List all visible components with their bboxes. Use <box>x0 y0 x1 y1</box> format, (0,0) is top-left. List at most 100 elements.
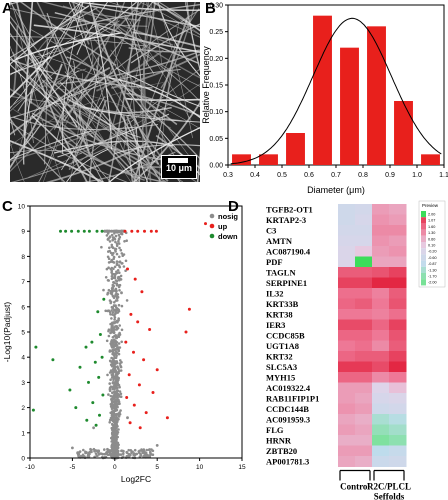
nosig-point <box>109 394 113 398</box>
heatmap-cell <box>355 361 373 373</box>
nosig-point <box>110 275 114 278</box>
up-point <box>127 373 131 377</box>
volcano-x-tick-label: -10 <box>25 464 35 471</box>
nosig-point <box>119 453 123 456</box>
legend-tick-label: 2.00 <box>428 213 435 217</box>
nosig-point <box>83 455 86 458</box>
nosig-point <box>101 452 104 456</box>
nosig-point <box>112 359 115 362</box>
up-point <box>154 229 158 233</box>
gene-label: AC091959.3 <box>266 415 310 425</box>
nosig-point <box>118 260 121 264</box>
gene-label: CCDC144B <box>266 404 309 414</box>
gene-label: C3 <box>266 226 276 236</box>
nosig-point <box>124 269 127 272</box>
nosig-point <box>137 450 141 453</box>
nosig-point <box>112 351 115 354</box>
nosig-point <box>111 445 114 449</box>
nosig-point <box>111 410 115 413</box>
heatmap-cell <box>372 403 390 415</box>
heatmap-cell <box>389 393 407 404</box>
volcano-x-tick-label: 5 <box>155 464 159 471</box>
fiber-strand <box>10 140 25 182</box>
heatmap-cell <box>389 361 407 373</box>
down-point <box>101 393 105 397</box>
legend-label-up: up <box>218 222 228 231</box>
nosig-point <box>115 389 119 392</box>
nosig-point <box>118 235 122 239</box>
fiber-strand <box>19 34 63 182</box>
nosig-point <box>90 450 93 454</box>
nosig-point <box>107 393 110 396</box>
sem-micrograph <box>10 2 200 182</box>
nosig-point <box>148 455 152 459</box>
heatmap-cell <box>338 330 356 341</box>
heatmap-cell <box>372 256 390 268</box>
gene-label: UGT1A8 <box>266 341 299 351</box>
fiber-strand <box>89 99 107 182</box>
gene-label: AP001781.3 <box>266 457 309 467</box>
fiber-strand <box>10 118 66 182</box>
heatmap-cell <box>372 445 390 457</box>
nosig-point <box>108 382 111 385</box>
heatmap-cell <box>372 340 390 352</box>
heatmap-cell <box>355 393 373 404</box>
fiber-strand <box>76 97 132 182</box>
histogram-y-tick-label: 0.00 <box>209 163 223 170</box>
heatmap-cell <box>372 435 390 446</box>
nosig-point <box>116 372 119 376</box>
down-point <box>85 418 89 422</box>
nosig-point <box>109 369 113 372</box>
legend-tick-label: 1.30 <box>428 231 435 235</box>
fiber-strand <box>30 2 81 104</box>
up-point <box>149 229 153 233</box>
nosig-point <box>116 295 120 299</box>
nosig-point <box>111 238 114 242</box>
fiber-strand <box>62 5 174 46</box>
fiber-strand <box>54 60 75 130</box>
nosig-point <box>109 405 113 408</box>
heatmap-cell <box>355 424 373 436</box>
nosig-point <box>111 423 114 427</box>
nosig-point <box>112 321 116 324</box>
nosig-point <box>124 259 128 263</box>
nosig-point <box>110 243 114 247</box>
gene-label: MYH15 <box>266 373 295 383</box>
heatmap-cell <box>389 403 407 415</box>
nosig-point <box>118 324 121 327</box>
down-point <box>87 229 91 233</box>
nosig-point <box>120 340 123 344</box>
fiber-strand <box>184 2 200 72</box>
nosig-point <box>110 271 113 274</box>
fiber-strand <box>26 47 78 128</box>
heatmap-cell <box>338 361 356 373</box>
nosig-point <box>117 428 120 431</box>
fiber-strand <box>63 2 126 109</box>
up-point <box>123 229 127 233</box>
legend-swatch <box>421 217 426 224</box>
fiber-strand <box>23 2 34 136</box>
fiber-strand <box>145 2 163 76</box>
up-point <box>129 312 133 316</box>
up-point <box>140 290 144 294</box>
nosig-point <box>125 451 129 454</box>
heatmap-cell <box>355 246 373 257</box>
up-point <box>126 267 129 271</box>
up-point <box>204 222 207 226</box>
up-point <box>128 421 132 425</box>
heatmap-cell <box>389 246 407 257</box>
nosig-point <box>110 449 113 452</box>
nosig-point <box>106 373 109 377</box>
histogram-x-tick-label: 0.5 <box>277 172 287 179</box>
nosig-point <box>118 346 122 349</box>
nosig-point <box>115 271 119 275</box>
fiber-strand <box>135 127 149 182</box>
nosig-point <box>118 246 121 250</box>
nosig-point <box>79 454 83 458</box>
up-point <box>133 277 137 281</box>
heatmap-cell <box>389 298 407 310</box>
nosig-point <box>105 339 109 343</box>
nosig-point <box>121 254 124 257</box>
heatmap-cell <box>389 424 407 436</box>
